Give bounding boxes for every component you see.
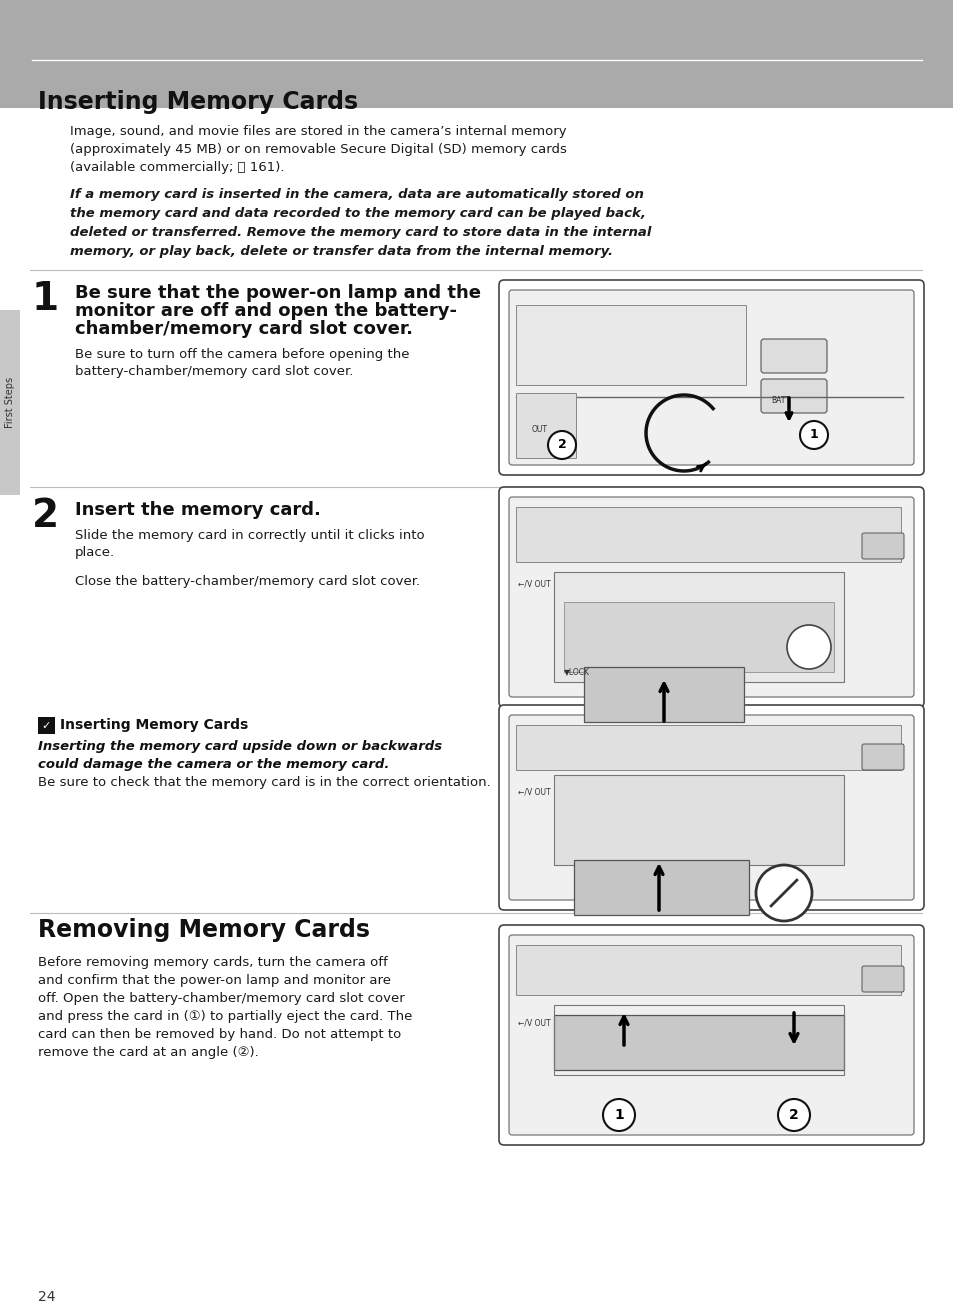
- Text: Inserting the memory card upside down or backwards: Inserting the memory card upside down or…: [38, 740, 441, 753]
- Circle shape: [778, 1099, 809, 1131]
- Text: the memory card and data recorded to the memory card can be played back,: the memory card and data recorded to the…: [70, 208, 645, 219]
- Circle shape: [547, 431, 576, 459]
- Text: remove the card at an angle (②).: remove the card at an angle (②).: [38, 1046, 258, 1059]
- FancyBboxPatch shape: [760, 378, 826, 413]
- Text: 2: 2: [788, 1108, 798, 1122]
- Text: 1: 1: [32, 280, 59, 318]
- Text: Insert the memory card.: Insert the memory card.: [75, 501, 320, 519]
- Bar: [563, 602, 833, 671]
- Text: Be sure to check that the memory card is in the correct orientation.: Be sure to check that the memory card is…: [38, 777, 490, 788]
- Text: (available commercially; ⧉ 161).: (available commercially; ⧉ 161).: [70, 162, 284, 173]
- Bar: [0, 310, 20, 495]
- FancyBboxPatch shape: [509, 715, 913, 900]
- Bar: [516, 945, 900, 995]
- Bar: [554, 775, 843, 865]
- Text: (approximately 45 MB) or on removable Secure Digital (SD) memory cards: (approximately 45 MB) or on removable Se…: [70, 143, 566, 156]
- FancyBboxPatch shape: [862, 533, 903, 558]
- FancyBboxPatch shape: [498, 280, 923, 474]
- Bar: [516, 507, 900, 562]
- Text: 1: 1: [614, 1108, 623, 1122]
- Text: off. Open the battery-chamber/memory card slot cover: off. Open the battery-chamber/memory car…: [38, 992, 404, 1005]
- Text: memory, or play back, delete or transfer data from the internal memory.: memory, or play back, delete or transfer…: [70, 244, 613, 258]
- Bar: [583, 668, 743, 721]
- Circle shape: [602, 1099, 635, 1131]
- Text: 1: 1: [809, 428, 818, 442]
- Text: place.: place.: [75, 547, 115, 558]
- Text: Be sure to turn off the camera before opening the: Be sure to turn off the camera before op…: [75, 348, 409, 361]
- Circle shape: [755, 865, 811, 921]
- FancyBboxPatch shape: [509, 936, 913, 1135]
- Text: If a memory card is inserted in the camera, data are automatically stored on: If a memory card is inserted in the came…: [70, 188, 643, 201]
- Text: Before removing memory cards, turn the camera off: Before removing memory cards, turn the c…: [38, 957, 387, 968]
- Text: Inserting Memory Cards: Inserting Memory Cards: [38, 89, 357, 114]
- Text: monitor are off and open the battery-: monitor are off and open the battery-: [75, 302, 456, 321]
- Text: ←/V OUT: ←/V OUT: [517, 1018, 550, 1028]
- FancyBboxPatch shape: [509, 497, 913, 696]
- Text: battery-chamber/memory card slot cover.: battery-chamber/memory card slot cover.: [75, 365, 353, 378]
- Text: chamber/memory card slot cover.: chamber/memory card slot cover.: [75, 321, 413, 338]
- Bar: [516, 305, 745, 385]
- Text: card can then be removed by hand. Do not attempt to: card can then be removed by hand. Do not…: [38, 1028, 401, 1041]
- FancyBboxPatch shape: [498, 706, 923, 911]
- FancyBboxPatch shape: [498, 925, 923, 1144]
- Bar: [554, 572, 843, 682]
- Text: OUT: OUT: [532, 424, 547, 434]
- Bar: [38, 717, 55, 735]
- Text: and confirm that the power-on lamp and monitor are: and confirm that the power-on lamp and m…: [38, 974, 391, 987]
- Text: ←/V OUT: ←/V OUT: [517, 788, 550, 798]
- Circle shape: [800, 420, 827, 449]
- Bar: [554, 1005, 843, 1075]
- Text: could damage the camera or the memory card.: could damage the camera or the memory ca…: [38, 758, 394, 771]
- Text: 2: 2: [558, 439, 566, 452]
- Text: First Steps: First Steps: [5, 377, 15, 428]
- Text: deleted or transferred. Remove the memory card to store data in the internal: deleted or transferred. Remove the memor…: [70, 226, 651, 239]
- Text: 2: 2: [32, 497, 59, 535]
- FancyBboxPatch shape: [862, 966, 903, 992]
- Bar: [574, 859, 748, 915]
- Text: Be sure that the power-on lamp and the: Be sure that the power-on lamp and the: [75, 284, 480, 302]
- Bar: [554, 1014, 843, 1070]
- Text: Slide the memory card in correctly until it clicks into: Slide the memory card in correctly until…: [75, 530, 424, 541]
- Bar: [516, 393, 576, 459]
- Text: ←/V OUT: ←/V OUT: [517, 579, 550, 589]
- Text: ▼LOCK: ▼LOCK: [563, 668, 589, 675]
- Text: Image, sound, and movie files are stored in the camera’s internal memory: Image, sound, and movie files are stored…: [70, 125, 566, 138]
- FancyBboxPatch shape: [498, 487, 923, 707]
- Text: Close the battery-chamber/memory card slot cover.: Close the battery-chamber/memory card sl…: [75, 576, 419, 587]
- Circle shape: [786, 625, 830, 669]
- Bar: [516, 725, 900, 770]
- Text: 24: 24: [38, 1290, 55, 1303]
- FancyBboxPatch shape: [862, 744, 903, 770]
- FancyBboxPatch shape: [509, 290, 913, 465]
- FancyBboxPatch shape: [760, 339, 826, 373]
- Text: ✓: ✓: [42, 721, 51, 731]
- Text: BATT: BATT: [770, 396, 789, 405]
- Bar: [0, 0, 953, 108]
- Text: Removing Memory Cards: Removing Memory Cards: [38, 918, 370, 942]
- Text: Inserting Memory Cards: Inserting Memory Cards: [60, 717, 248, 732]
- Text: and press the card in (①) to partially eject the card. The: and press the card in (①) to partially e…: [38, 1010, 412, 1024]
